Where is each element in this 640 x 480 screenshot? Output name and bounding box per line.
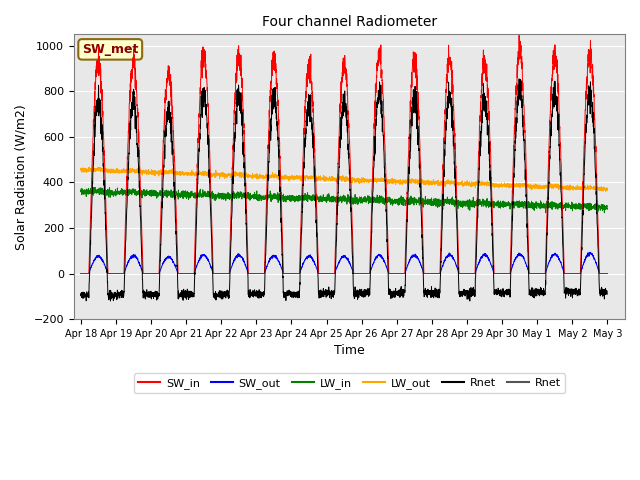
SW_out bbox=[189, 271, 197, 276]
SW_in bbox=[515, 33, 523, 38]
Line: Rnet: Rnet bbox=[81, 79, 607, 301]
Rnet bbox=[190, 292, 198, 298]
SW_out bbox=[224, 271, 232, 276]
LW_out bbox=[190, 171, 198, 177]
Line: SW_out: SW_out bbox=[81, 252, 607, 274]
Rnet bbox=[404, 185, 412, 191]
SW_out bbox=[404, 261, 412, 267]
LW_out bbox=[602, 189, 609, 194]
SW_in bbox=[554, 68, 561, 73]
LW_in bbox=[77, 188, 84, 193]
Rnet bbox=[224, 290, 232, 296]
LW_out bbox=[604, 185, 611, 191]
SW_in bbox=[189, 271, 197, 276]
LW_in bbox=[89, 184, 97, 190]
SW_out bbox=[603, 271, 611, 276]
LW_out bbox=[554, 185, 561, 191]
Line: LW_out: LW_out bbox=[81, 166, 607, 192]
Line: LW_in: LW_in bbox=[81, 187, 607, 213]
SW_in bbox=[224, 271, 232, 276]
Legend: SW_in, SW_out, LW_in, LW_out, Rnet, Rnet: SW_in, SW_out, LW_in, LW_out, Rnet, Rnet bbox=[134, 373, 565, 393]
Rnet bbox=[77, 291, 84, 297]
X-axis label: Time: Time bbox=[334, 344, 365, 357]
LW_out bbox=[404, 174, 412, 180]
LW_out bbox=[77, 167, 84, 173]
Text: SW_met: SW_met bbox=[82, 43, 138, 56]
Rnet bbox=[604, 291, 611, 297]
SW_in bbox=[404, 154, 412, 160]
Rnet bbox=[107, 298, 115, 304]
LW_in bbox=[404, 196, 412, 202]
Rnet bbox=[515, 76, 523, 82]
LW_in bbox=[542, 210, 550, 216]
LW_in bbox=[604, 206, 611, 212]
LW_out bbox=[604, 188, 611, 193]
SW_out bbox=[586, 249, 594, 255]
LW_in bbox=[554, 203, 561, 208]
SW_in bbox=[604, 271, 611, 276]
SW_in bbox=[603, 271, 611, 276]
SW_out bbox=[554, 253, 561, 259]
LW_out bbox=[88, 163, 96, 168]
LW_out bbox=[224, 173, 232, 179]
LW_in bbox=[190, 192, 198, 198]
Line: SW_in: SW_in bbox=[81, 36, 607, 274]
LW_in bbox=[604, 206, 611, 212]
Title: Four channel Radiometer: Four channel Radiometer bbox=[262, 15, 437, 29]
Rnet bbox=[604, 289, 611, 295]
SW_out bbox=[604, 271, 611, 276]
Y-axis label: Solar Radiation (W/m2): Solar Radiation (W/m2) bbox=[15, 104, 28, 250]
LW_in bbox=[224, 192, 232, 198]
SW_out bbox=[396, 271, 403, 276]
SW_in bbox=[396, 271, 403, 276]
Rnet bbox=[554, 127, 561, 132]
SW_in bbox=[77, 271, 84, 276]
Rnet bbox=[396, 288, 403, 294]
SW_out bbox=[77, 271, 84, 276]
LW_out bbox=[396, 179, 403, 184]
LW_in bbox=[396, 196, 403, 202]
